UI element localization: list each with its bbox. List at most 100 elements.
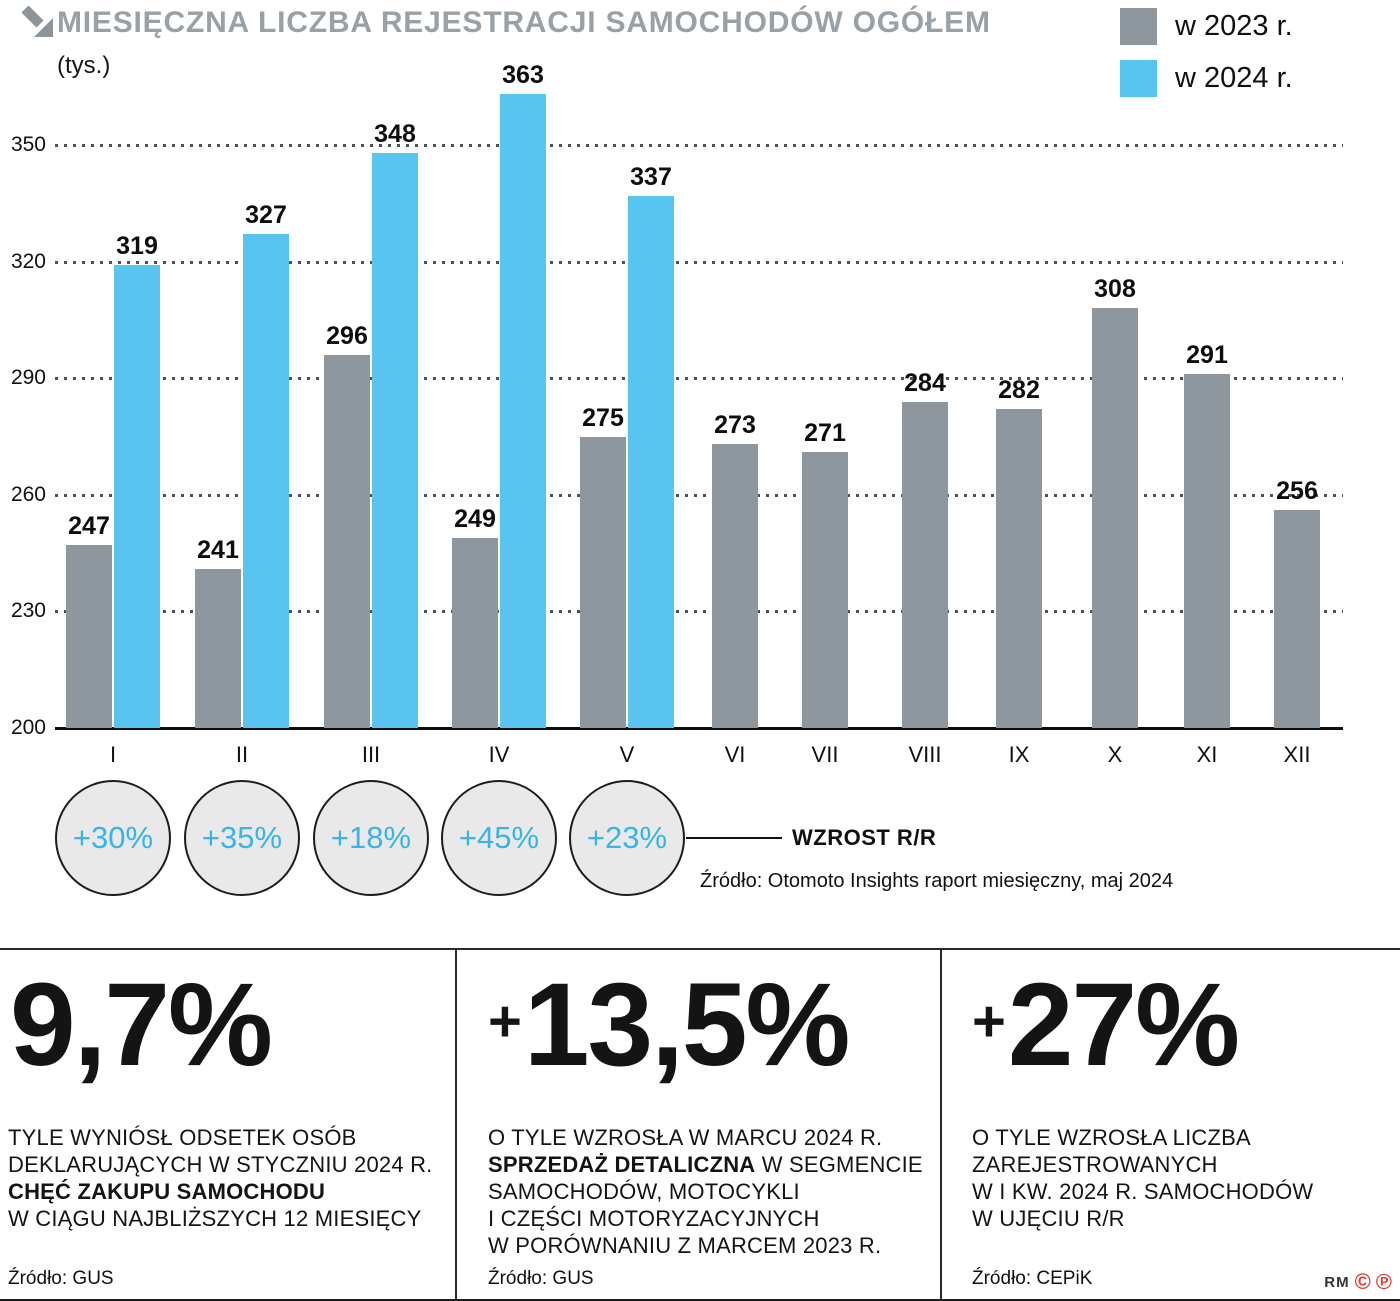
southeast-arrow-icon: [21, 5, 56, 40]
bar-2023-X: [1092, 308, 1138, 728]
legend-swatch-2024: [1120, 59, 1157, 97]
bar-value-2023-I: 247: [68, 512, 110, 541]
bar-2023-III: [324, 354, 370, 728]
x-axis-label-VIII: VIII: [908, 742, 942, 767]
bar-value-2023-VI: 273: [714, 411, 756, 440]
bar-value-2023-X: 308: [1094, 275, 1136, 304]
bar-value-2023-II: 241: [197, 535, 239, 564]
chart-unit-label: (tys.): [57, 52, 111, 79]
bar-value-2023-V: 275: [582, 403, 624, 432]
x-axis-label-IV: IV: [488, 742, 510, 767]
x-axis-label-XI: XI: [1196, 742, 1218, 767]
stat-description-line: CHĘĆ ZAKUPU SAMOCHODU: [8, 1179, 326, 1204]
stat-description-line: DEKLARUJĄCYCH W STYCZNIU 2024 R.: [8, 1152, 433, 1177]
bar-2023-IX: [996, 409, 1042, 728]
copyright-icon: ©: [1354, 1269, 1371, 1294]
bar-value-2024-V: 337: [630, 162, 672, 191]
stat-description-line: SPRZEDAŻ DETALICZNA W SEGMENCIE: [488, 1152, 923, 1177]
bottom-border: [0, 1299, 1400, 1301]
bar-value-2023-IV: 249: [454, 504, 496, 533]
phonogram-icon: ℗: [1375, 1269, 1392, 1294]
growth-badge-1: +30%: [55, 780, 171, 896]
column-divider-2: [940, 948, 942, 1301]
stat-description-line: W CIĄGU NAJBLIŻSZYCH 12 MIESIĘCY: [8, 1206, 422, 1231]
stat-value-number: 9,7%: [10, 959, 273, 1091]
stat-value: +27%: [972, 966, 1384, 1084]
stat-description-line: O TYLE WZROSŁA W MARCU 2024 R.: [488, 1125, 883, 1150]
growth-badge-4: +45%: [441, 780, 557, 896]
stat-description-line: W I KW. 2024 R. SAMOCHODÓW: [972, 1179, 1314, 1204]
section-divider: [0, 948, 1400, 950]
bar-2023-I: [66, 545, 112, 728]
stat-description-line: W PORÓWNANIU Z MARCEM 2023 R.: [488, 1233, 882, 1258]
y-axis-label-230: 230: [10, 599, 46, 623]
stat-description-line: W UJĘCIU R/R: [972, 1206, 1125, 1231]
bar-2024-III: [372, 152, 418, 728]
gridline-290: [55, 377, 1343, 381]
growth-connector-line: [686, 837, 782, 839]
x-axis-label-X: X: [1107, 742, 1123, 767]
stat-description: O TYLE WZROSŁA LICZBA ZAREJESTROWANYCH W I…: [972, 1124, 1384, 1232]
bar-2023-XI: [1184, 374, 1230, 728]
stat-source: Źródło: GUS: [488, 1268, 594, 1289]
chart-source: Źródło: Otomoto Insights raport miesięcz…: [700, 870, 1174, 892]
x-axis-label-VI: VI: [724, 742, 746, 767]
bar-value-2024-I: 319: [116, 232, 158, 261]
growth-caption: WZROST R/R: [792, 825, 937, 850]
stat-value-prefix: +: [488, 989, 522, 1054]
stat-description-line: I CZĘŚCI MOTORYZACYJNYCH: [488, 1206, 820, 1231]
bar-value-2023-IX: 282: [998, 376, 1040, 405]
bar-value-2024-III: 348: [374, 119, 416, 148]
y-axis-label-320: 320: [10, 249, 46, 273]
x-axis-label-III: III: [361, 742, 381, 767]
gridline-350: [55, 144, 1343, 147]
growth-badge-2: +35%: [184, 780, 300, 896]
bar-2023-VIII: [902, 401, 948, 728]
chart-legend: w 2023 r. w 2024 r.: [1120, 4, 1293, 108]
bar-2023-VII: [802, 452, 848, 728]
stat-value: 9,7%: [8, 966, 438, 1084]
bar-2024-V: [628, 195, 674, 728]
x-axis-line: [55, 727, 1343, 730]
stat-block-1: 9,7% TYLE WYNIÓSŁ ODSETEK OSÓB DEKLARUJĄC…: [8, 948, 438, 1301]
stat-value: +13,5%: [488, 966, 928, 1084]
bar-value-2023-VIII: 284: [904, 368, 946, 397]
bar-value-2023-XI: 291: [1186, 341, 1228, 370]
stat-source: Źródło: CEPiK: [972, 1268, 1093, 1289]
y-axis-label-260: 260: [10, 482, 46, 506]
legend-label-2024: w 2024 r.: [1175, 61, 1293, 94]
gridline-320: [55, 260, 1343, 264]
growth-badge-3: +18%: [313, 780, 429, 896]
bar-2023-VI: [712, 444, 758, 728]
legend-item-2024: w 2024 r.: [1120, 56, 1293, 100]
stat-block-2: +13,5% O TYLE WZROSŁA W MARCU 2024 R. SPR…: [488, 948, 928, 1301]
stat-description: TYLE WYNIÓSŁ ODSETEK OSÓB DEKLARUJĄCYCH W…: [8, 1124, 438, 1232]
bar-value-2023-VII: 271: [804, 419, 846, 448]
stat-description-line: SAMOCHODÓW, MOTOCYKLI: [488, 1179, 800, 1204]
stat-description: O TYLE WZROSŁA W MARCU 2024 R. SPRZEDAŻ D…: [488, 1124, 928, 1259]
legend-label-2023: w 2023 r.: [1175, 9, 1293, 42]
x-axis-label-I: I: [109, 742, 117, 767]
stat-description-line: TYLE WYNIÓSŁ ODSETEK OSÓB: [8, 1125, 357, 1150]
x-axis-label-VII: VII: [811, 742, 839, 767]
stat-value-number: 13,5%: [523, 959, 851, 1091]
bar-2024-II: [243, 234, 289, 728]
bar-2023-IV: [452, 537, 498, 728]
y-axis-label-200: 200: [10, 716, 46, 739]
x-axis-label-IX: IX: [1008, 742, 1030, 767]
stat-description-line: ZAREJESTROWANYCH: [972, 1152, 1218, 1177]
stat-value-prefix: +: [972, 989, 1006, 1054]
gridline-260: [55, 493, 1343, 497]
bar-2023-II: [195, 568, 241, 728]
y-axis-label-350: 350: [10, 133, 46, 156]
credit-initials: RM: [1324, 1273, 1350, 1291]
footer-credit: RM © ℗: [1324, 1271, 1392, 1293]
x-axis-label-V: V: [619, 742, 635, 767]
bar-2024-IV: [500, 94, 546, 728]
legend-swatch-2023: [1120, 7, 1157, 45]
bar-value-2024-II: 327: [245, 201, 287, 230]
x-axis-label-II: II: [235, 742, 249, 767]
bar-2023-V: [580, 436, 626, 728]
